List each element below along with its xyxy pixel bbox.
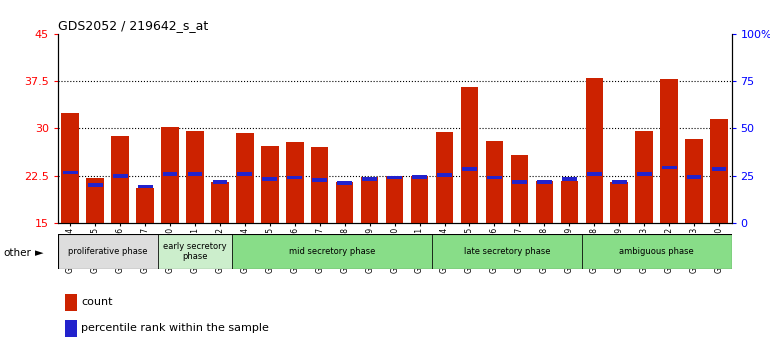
Bar xyxy=(462,167,477,171)
Text: late secretory phase: late secretory phase xyxy=(464,247,551,256)
Bar xyxy=(63,171,78,175)
Bar xyxy=(86,178,104,223)
Bar xyxy=(236,133,253,223)
Text: GDS2052 / 219642_s_at: GDS2052 / 219642_s_at xyxy=(58,19,208,33)
Bar xyxy=(263,177,277,181)
Text: count: count xyxy=(82,297,113,307)
Bar xyxy=(487,176,502,179)
Bar xyxy=(287,176,303,179)
Bar xyxy=(436,132,454,223)
Bar xyxy=(161,127,179,223)
Text: early secretory
phase: early secretory phase xyxy=(163,242,227,261)
Bar xyxy=(432,234,582,269)
Text: ambiguous phase: ambiguous phase xyxy=(619,247,694,256)
Text: other: other xyxy=(4,248,32,258)
Bar xyxy=(411,176,428,223)
Bar xyxy=(637,172,651,176)
Bar xyxy=(186,131,204,223)
Bar xyxy=(311,147,329,223)
Bar xyxy=(537,180,552,184)
Bar xyxy=(65,293,77,310)
Bar xyxy=(687,175,701,179)
Bar xyxy=(213,180,227,184)
Bar xyxy=(612,180,627,184)
Bar xyxy=(162,172,177,176)
Bar xyxy=(188,172,203,176)
Bar xyxy=(337,181,352,184)
Bar xyxy=(138,184,152,188)
Bar xyxy=(511,155,528,223)
Bar xyxy=(362,177,377,181)
Text: ►: ► xyxy=(35,248,43,258)
Bar xyxy=(361,177,378,223)
Bar xyxy=(261,146,279,223)
Bar xyxy=(237,172,253,176)
Bar xyxy=(611,182,628,223)
Bar xyxy=(460,87,478,223)
Text: proliferative phase: proliferative phase xyxy=(68,247,147,256)
Text: mid secretory phase: mid secretory phase xyxy=(289,247,376,256)
Bar xyxy=(710,119,728,223)
Bar xyxy=(386,176,403,223)
Bar xyxy=(158,234,233,269)
Bar xyxy=(685,139,703,223)
Bar xyxy=(286,142,303,223)
Bar xyxy=(136,188,154,223)
Bar xyxy=(437,173,452,177)
Bar xyxy=(711,167,726,171)
Bar xyxy=(635,131,653,223)
Bar xyxy=(587,172,601,176)
Bar xyxy=(65,320,77,337)
Bar xyxy=(486,141,503,223)
Bar xyxy=(112,174,128,178)
Bar xyxy=(582,234,732,269)
Text: percentile rank within the sample: percentile rank within the sample xyxy=(82,323,270,333)
Bar xyxy=(585,78,603,223)
Bar xyxy=(233,234,432,269)
Bar xyxy=(313,178,327,182)
Bar xyxy=(211,182,229,223)
Bar xyxy=(536,181,553,223)
Bar xyxy=(562,177,577,181)
Bar xyxy=(336,182,353,223)
Bar xyxy=(661,166,677,169)
Bar xyxy=(661,79,678,223)
Bar xyxy=(58,234,158,269)
Bar xyxy=(512,180,527,184)
Bar xyxy=(387,176,402,179)
Bar xyxy=(88,183,102,187)
Bar xyxy=(412,175,427,179)
Bar xyxy=(561,181,578,223)
Bar xyxy=(62,113,79,223)
Bar xyxy=(112,136,129,223)
